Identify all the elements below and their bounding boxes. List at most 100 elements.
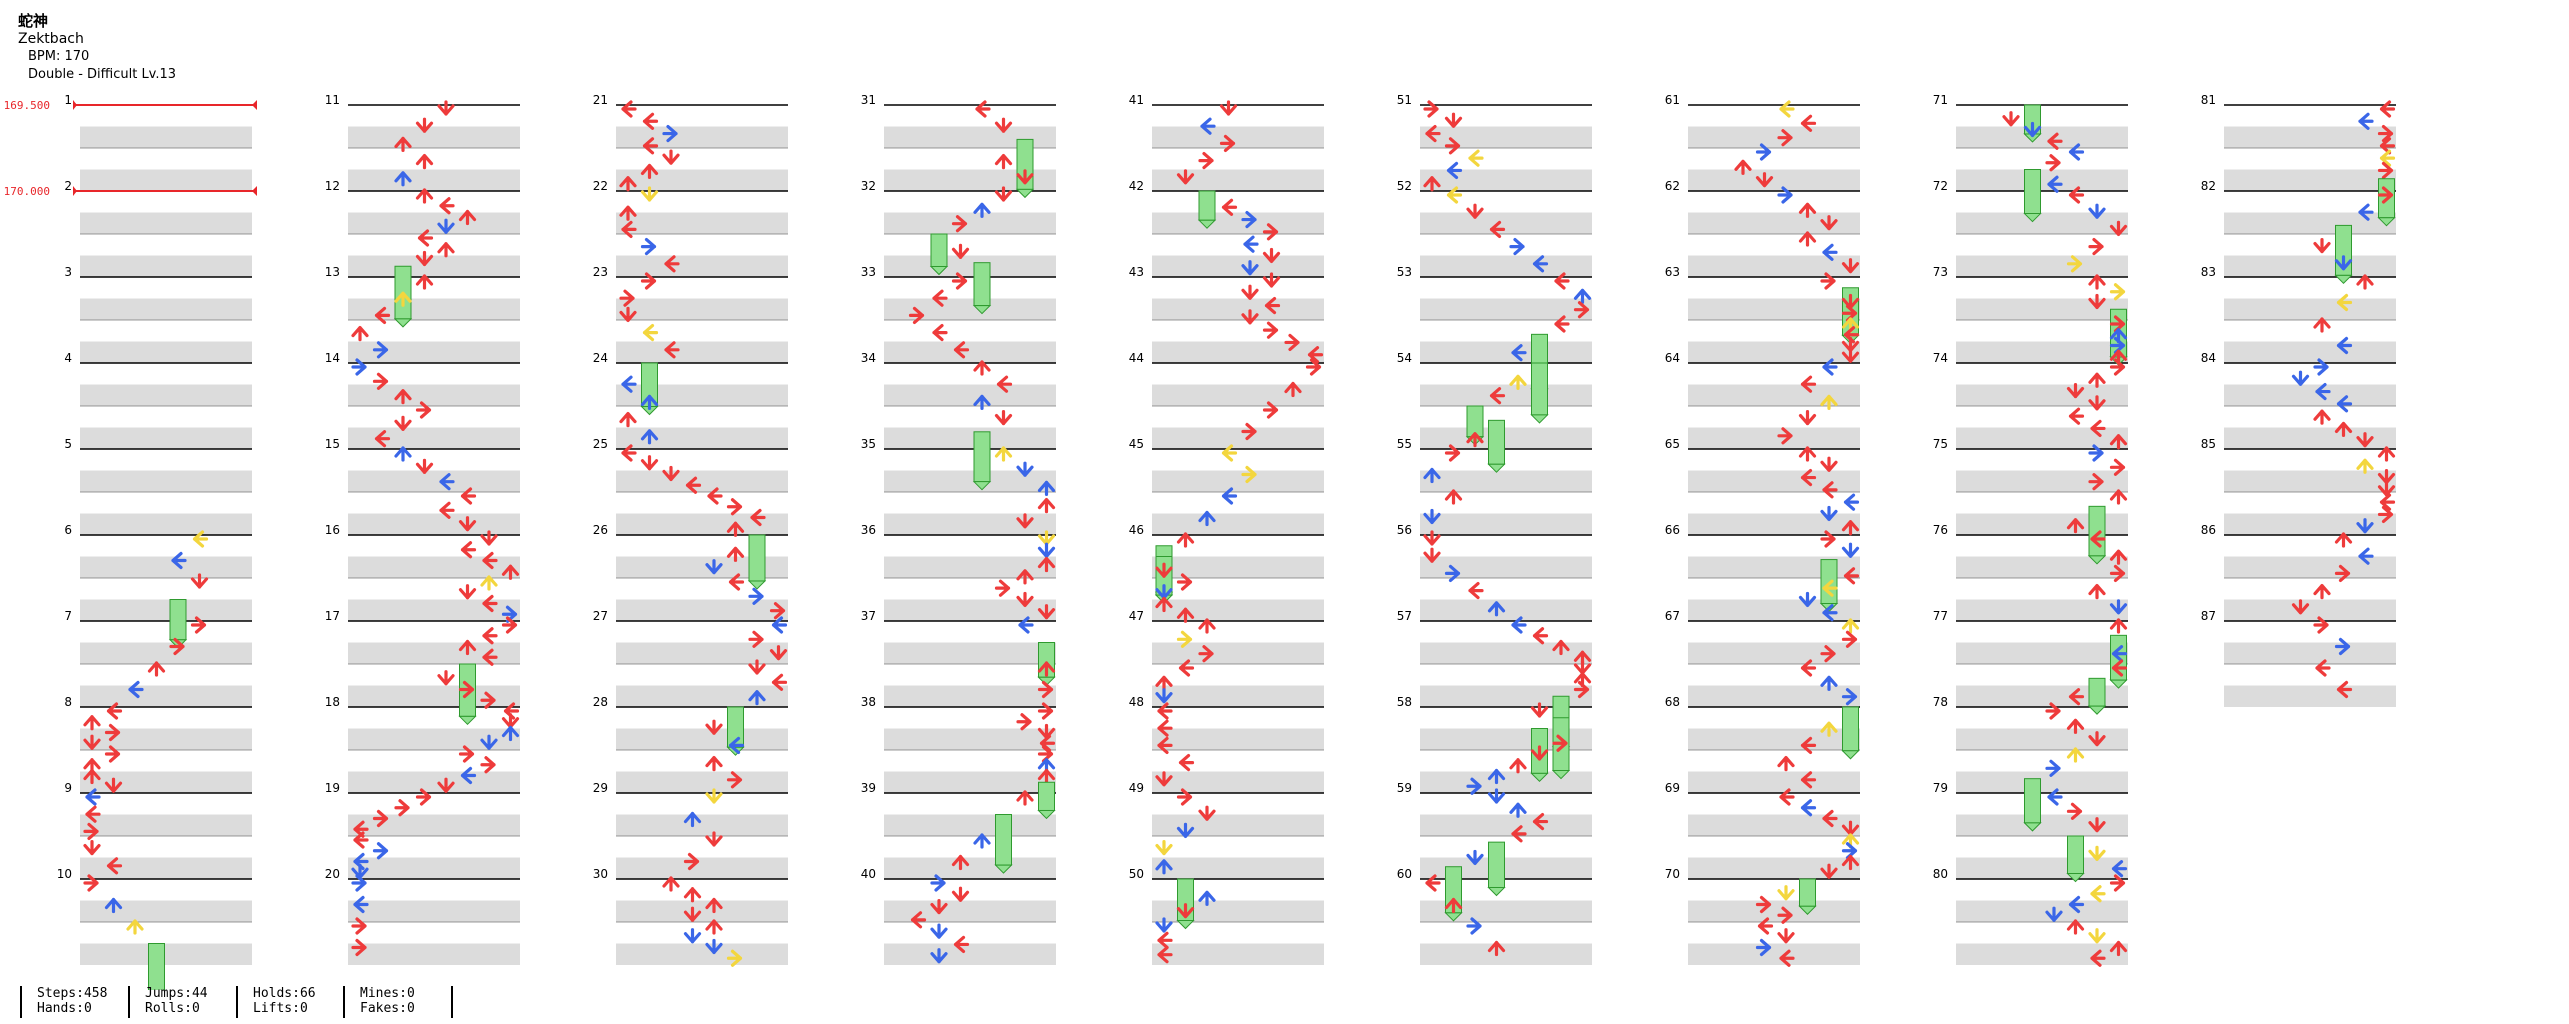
- song-header: 蛇神 Zektbach BPM: 170 Double - Difficult …: [18, 12, 176, 84]
- measure-65: 65: [1665, 437, 1860, 535]
- measure-number: 8: [64, 695, 72, 709]
- step-arrow: [664, 255, 680, 273]
- hold-tail: [994, 864, 1013, 874]
- measure-band: [1152, 642, 1324, 664]
- measure-number: 34: [861, 351, 876, 365]
- step-arrow-shape: [2358, 203, 2374, 221]
- step-arrow-shape: [1198, 152, 1214, 170]
- step-arrow: [1155, 859, 1173, 875]
- step-arrow: [1779, 949, 1795, 967]
- step-arrow-shape: [1820, 530, 1836, 548]
- step-arrow-shape: [1509, 802, 1527, 818]
- step-arrow-shape: [394, 291, 412, 307]
- measure-band: [884, 255, 1056, 277]
- step-arrow-shape: [2068, 407, 2085, 425]
- measure-75: 75: [1933, 437, 2128, 535]
- step-arrow: [2047, 175, 2063, 193]
- measure-28: 28: [593, 695, 788, 793]
- step-arrow: [1822, 358, 1838, 376]
- step-arrow-shape: [437, 670, 455, 686]
- measure-band: [884, 427, 1056, 449]
- step-arrow-shape: [2088, 845, 2106, 861]
- step-arrow-shape: [930, 874, 946, 892]
- step-arrow: [621, 375, 637, 393]
- step-arrow: [415, 188, 434, 204]
- step-arrow: [1530, 745, 1549, 761]
- measure-band: [348, 771, 520, 793]
- measure-73: 73: [1933, 265, 2128, 363]
- hold-body: [2024, 778, 2041, 824]
- hold-note: [640, 362, 659, 416]
- step-arrow-shape: [1243, 235, 1259, 253]
- step-arrow-shape: [2356, 518, 2374, 534]
- step-arrow: [394, 136, 412, 152]
- step-arrow-shape: [2313, 583, 2331, 600]
- step-arrow: [705, 919, 723, 935]
- step-arrow-shape: [1221, 487, 1238, 505]
- hold-tail: [929, 265, 949, 276]
- hold-note: [148, 943, 165, 990]
- hold-body: [930, 233, 948, 267]
- song-artist: Zektbach: [18, 31, 84, 47]
- measure-29: 29: [593, 781, 788, 879]
- step-arrow: [748, 659, 766, 675]
- measure-band: [1956, 599, 2128, 621]
- step-arrow: [2068, 143, 2085, 161]
- step-arrow: [1779, 100, 1795, 118]
- measure-number: 24: [593, 351, 608, 365]
- step-arrow-shape: [106, 702, 123, 720]
- measure-band: [348, 556, 520, 578]
- step-arrow-shape: [104, 777, 123, 793]
- step-arrow-shape: [83, 839, 101, 856]
- step-arrow-shape: [953, 341, 970, 359]
- step-arrow: [1016, 790, 1034, 806]
- step-arrow: [2045, 759, 2061, 777]
- step-arrow: [1466, 777, 1482, 795]
- step-arrow: [2109, 599, 2128, 615]
- step-arrow-shape: [2066, 518, 2085, 534]
- measure-number: 3: [64, 265, 72, 279]
- measure-band: [2224, 556, 2396, 578]
- hold-body: [1531, 362, 1548, 416]
- step-arrow-shape: [1777, 129, 1793, 147]
- step-arrow: [683, 906, 702, 922]
- step-arrow: [642, 324, 659, 342]
- step-arrow: [994, 117, 1013, 133]
- measure-band: [80, 814, 252, 836]
- measure-number: 75: [1933, 437, 1948, 451]
- measure-43: 43: [1129, 265, 1324, 363]
- step-arrow: [1037, 498, 1056, 514]
- step-arrow: [2356, 274, 2374, 290]
- measure-band: [1956, 857, 2128, 879]
- measure-band: [348, 642, 520, 664]
- step-arrow: [171, 551, 187, 570]
- step-arrow-shape: [2045, 154, 2061, 172]
- measure-35: 35: [861, 437, 1056, 535]
- measure-number: 40: [861, 867, 876, 881]
- step-arrow: [662, 465, 680, 482]
- step-arrow: [1487, 788, 1506, 804]
- step-arrow: [1466, 203, 1484, 219]
- step-arrow-shape: [771, 616, 788, 634]
- step-arrow-shape: [726, 771, 743, 789]
- step-arrow: [351, 874, 367, 892]
- step-arrow-shape: [640, 272, 657, 290]
- step-arrow-shape: [417, 229, 434, 247]
- step-arrow: [2313, 238, 2331, 254]
- step-arrow-shape: [2291, 599, 2310, 615]
- step-arrow: [482, 551, 498, 570]
- step-arrow-shape: [930, 923, 948, 939]
- step-arrow-shape: [2377, 186, 2394, 204]
- step-arrow-shape: [1552, 639, 1570, 656]
- step-arrow-shape: [1820, 505, 1838, 522]
- step-arrow: [2336, 336, 2353, 355]
- step-arrow-shape: [1779, 100, 1795, 118]
- step-arrow: [1155, 917, 1173, 933]
- step-arrow-shape: [1307, 346, 1324, 364]
- measure-69: 69: [1665, 781, 1860, 879]
- measure-band: [2224, 298, 2396, 320]
- measure-band: [348, 857, 520, 879]
- step-arrow: [994, 154, 1013, 170]
- measure-50: 50: [1129, 867, 1324, 965]
- step-arrow-shape: [1573, 680, 1590, 699]
